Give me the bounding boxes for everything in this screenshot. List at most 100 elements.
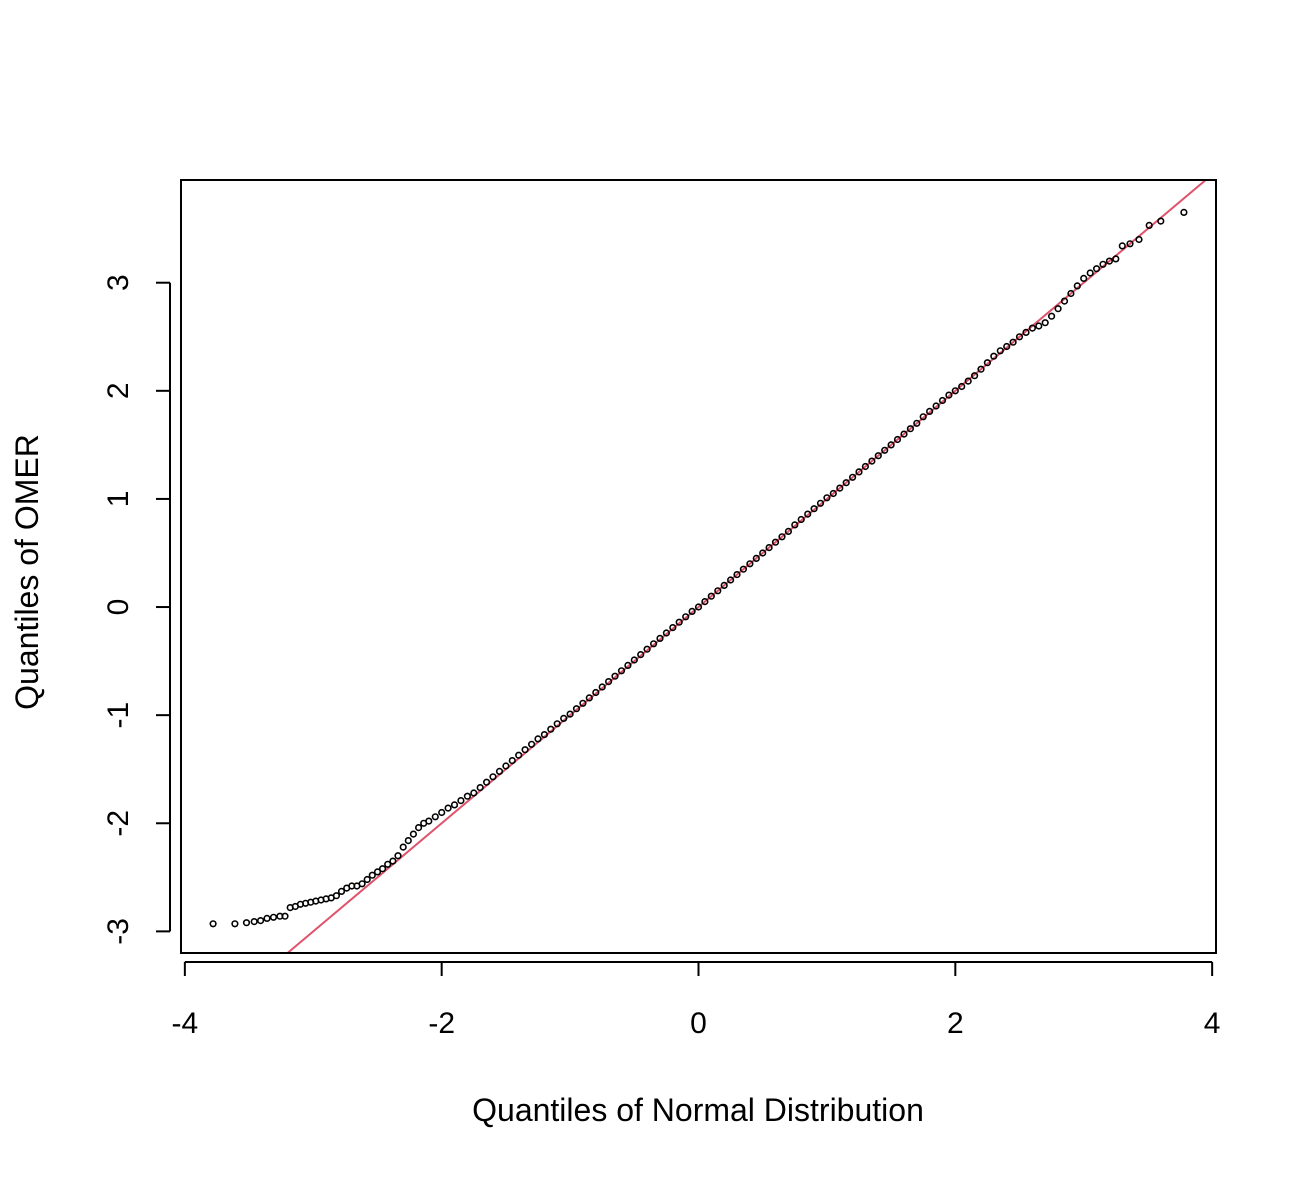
x-axis-title: Quantiles of Normal Distribution [472,1092,924,1128]
data-point [810,505,818,513]
data-point [1067,289,1075,298]
data-point [701,597,709,606]
data-point [726,576,735,584]
data-point [970,372,979,380]
y-tick-label: -1 [102,702,135,729]
data-point [1157,217,1165,225]
data-point [263,914,271,923]
data-point [483,778,491,786]
data-point [508,756,516,765]
data-point [476,783,484,792]
data-point [1028,324,1036,332]
data-point [579,699,587,707]
data-point [951,387,959,395]
data-point [457,796,465,805]
data-point [368,871,376,879]
x-tick-label: 0 [690,1007,707,1040]
data-point [823,494,831,502]
data-point [964,377,972,385]
data-point [675,618,683,626]
data-point [1080,274,1088,283]
data-point [791,521,799,529]
data-point [592,688,600,697]
data-point [1047,312,1056,320]
data-point [707,592,715,600]
data-point [373,868,382,876]
data-point [1035,322,1043,330]
data-point [1105,257,1113,265]
data-point [919,413,927,421]
y-axis-title: Quantiles of OMER [9,434,45,710]
data-point [630,656,638,664]
data-point [958,382,966,391]
data-point [242,919,251,927]
data-point [682,613,690,621]
data-point [1099,260,1107,268]
data-point [643,645,651,653]
data-point [739,565,748,573]
data-point [415,823,423,832]
x-tick-label: -4 [172,1007,199,1040]
data-point [1022,328,1030,337]
x-tick-label: -2 [428,1007,455,1040]
data-point [765,543,773,552]
data-point [1126,240,1134,248]
y-tick-label: -3 [102,918,135,945]
data-point [637,650,645,659]
y-tick-label: 0 [102,599,135,616]
data-point [585,694,593,702]
data-point [394,852,402,860]
x-tick-label: 4 [1204,1007,1221,1040]
data-point [842,479,850,487]
data-point [269,913,278,921]
data-point [938,396,947,405]
data-point [669,623,677,632]
data-point [547,725,555,733]
data-point [540,730,549,739]
data-point [784,527,793,536]
data-point [1086,269,1094,277]
data-point [893,435,902,444]
data-point [384,860,392,868]
data-point [598,683,606,691]
data-point [257,916,265,925]
data-point [1015,333,1024,341]
data-point [714,587,722,595]
data-point [797,515,805,524]
data-point [489,773,497,781]
data-point [495,767,504,776]
data-point [868,457,876,465]
data-point [771,538,780,546]
data-point [829,489,837,498]
data-points-layer [209,208,1188,928]
data-point [861,462,870,471]
data-point [1073,282,1081,290]
data-point [925,407,934,416]
data-point [389,857,397,865]
reference-line-layer [286,180,1208,953]
data-point [534,735,542,743]
data-point [913,419,921,427]
data-point [250,917,258,926]
data-point [470,789,478,797]
data-point [431,813,439,821]
data-point [694,603,703,611]
data-point [945,391,953,399]
y-tick-label: -2 [102,810,135,837]
data-point [778,533,786,541]
data-point [604,677,613,686]
data-point [566,710,574,718]
y-tick-label: 1 [102,491,135,508]
data-point [932,402,940,410]
data-point [649,640,658,648]
data-point [425,817,433,825]
data-point [900,430,908,438]
data-point [1060,297,1069,305]
data-point [906,425,915,433]
data-point [1003,342,1011,351]
y-tick-label: 2 [102,382,135,399]
data-point [399,843,407,851]
data-point [502,762,510,770]
data-point [527,740,536,748]
x-axis: -4 -2 0 2 4 [172,961,1221,1040]
